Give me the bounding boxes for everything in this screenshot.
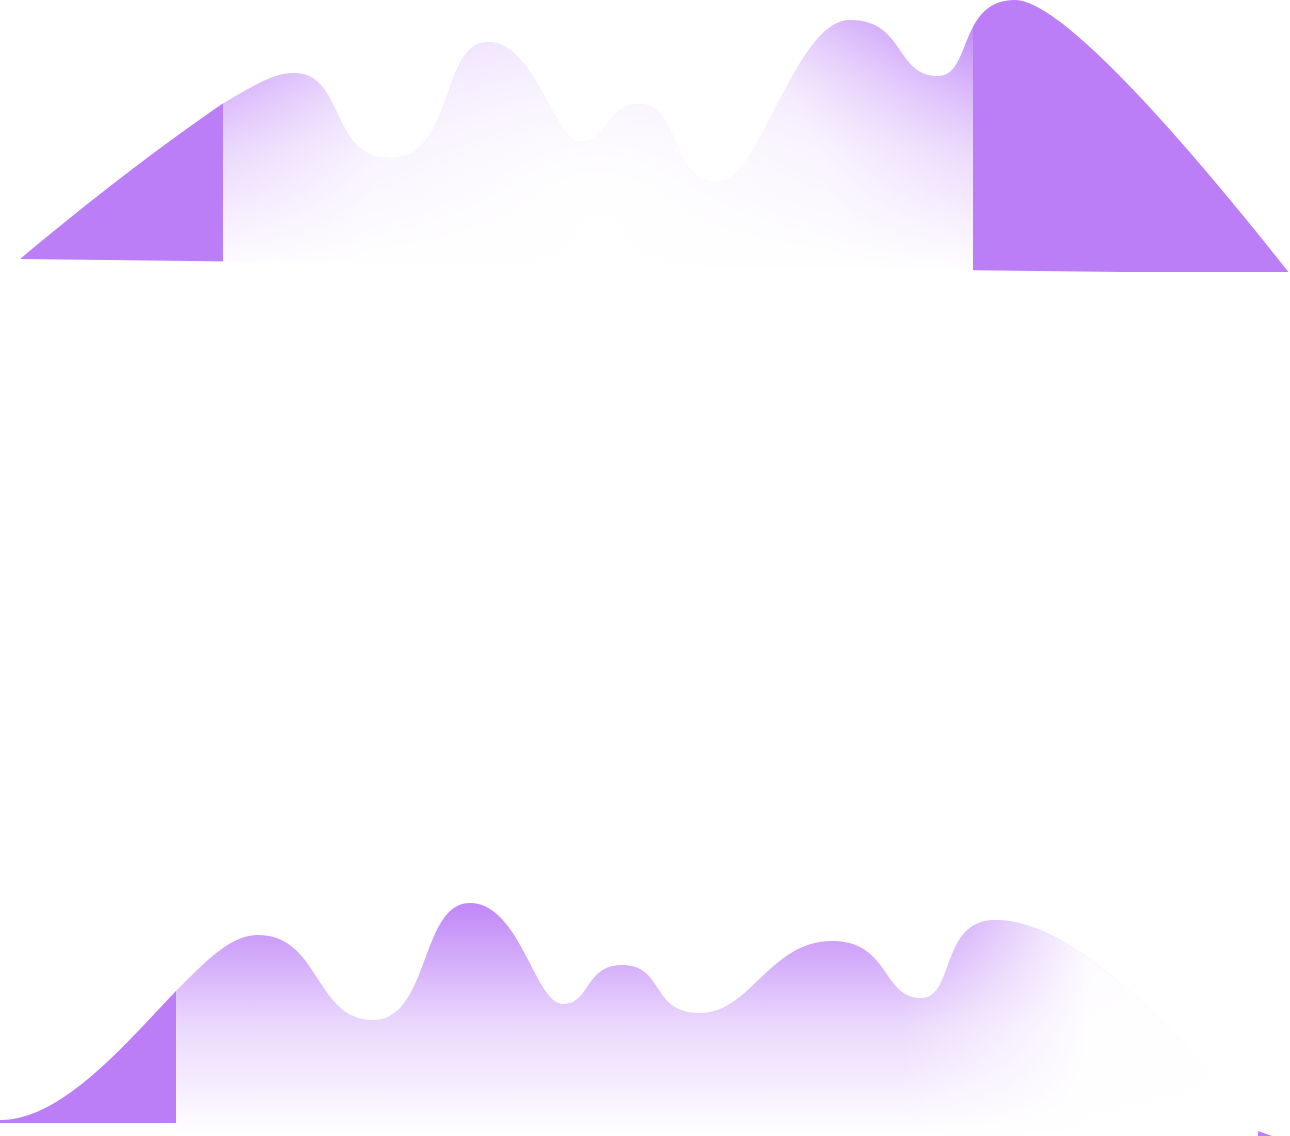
bottom-wave <box>0 903 1272 1136</box>
top-wave <box>20 0 1290 274</box>
bottom-wave-right-fade <box>175 903 1270 1136</box>
bottom-wave-corner-tip <box>1258 1131 1272 1136</box>
bottom-wave-left-solid <box>0 903 176 1123</box>
top-wave-glow <box>222 0 973 274</box>
top-wave-right-solid <box>973 0 1290 272</box>
top-wave-left-solid <box>20 0 223 262</box>
